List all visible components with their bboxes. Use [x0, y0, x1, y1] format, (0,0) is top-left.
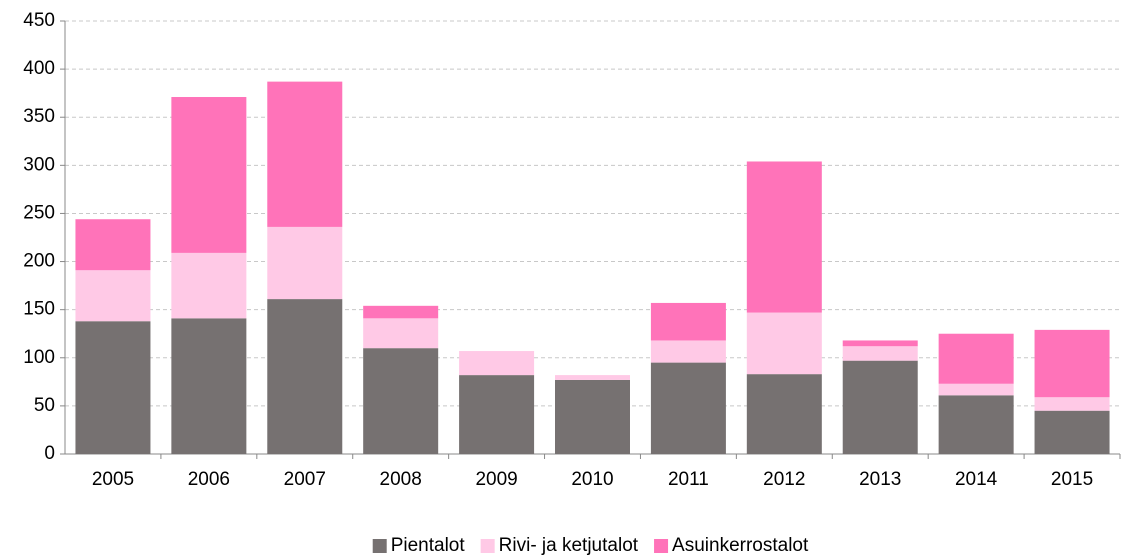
bar-segment [363, 348, 439, 454]
bar-segment [1034, 329, 1110, 398]
legend-label: Asuinkerrostalot [672, 535, 809, 556]
x-tick-label: 2006 [188, 469, 230, 490]
x-tick-label: 2015 [1051, 469, 1093, 490]
bar-segment [171, 252, 247, 319]
bar-segment [363, 305, 439, 319]
bar-segment [459, 375, 535, 454]
y-tick-label: 200 [23, 251, 55, 272]
bar-segment [75, 219, 151, 271]
y-tick-label: 0 [44, 443, 55, 464]
legend-label: Rivi- ja ketjutalot [499, 535, 639, 556]
x-tick-label: 2010 [571, 469, 613, 490]
y-tick-label: 350 [23, 106, 55, 127]
bar-segment [650, 302, 726, 341]
x-tick-label: 2008 [380, 469, 422, 490]
y-tick-label: 50 [34, 395, 55, 416]
y-tick-label: 100 [23, 347, 55, 368]
bar-segment [75, 270, 151, 322]
bar-segment [938, 395, 1014, 454]
legend-swatch [654, 539, 669, 553]
y-tick-label: 150 [23, 299, 55, 320]
bar-segment [267, 81, 343, 227]
bar-segment [746, 374, 822, 454]
bar-segment [1034, 397, 1110, 411]
legend-swatch [372, 539, 387, 553]
bar-segment [267, 299, 343, 454]
x-tick-label: 2009 [475, 469, 517, 490]
bar-segment [650, 362, 726, 454]
x-tick-label: 2007 [284, 469, 326, 490]
y-tick-label: 250 [23, 202, 55, 223]
bar-segment [459, 351, 535, 376]
bar-segment [746, 312, 822, 375]
bar-segment [267, 226, 343, 300]
bar-segment [938, 383, 1014, 396]
bar-segment [842, 340, 918, 347]
legend-swatch [480, 539, 495, 553]
x-tick-label: 2011 [668, 469, 709, 490]
bar-segment [555, 379, 630, 454]
bar-segment [555, 375, 630, 380]
x-tick-label: 2005 [92, 469, 134, 490]
bar-segment [171, 97, 247, 253]
bar-segment [1034, 410, 1110, 454]
bar-segment [171, 318, 247, 454]
bar-segment [650, 340, 726, 363]
y-tick-label: 300 [23, 154, 55, 175]
legend-label: Pientalot [391, 535, 466, 556]
bar-segment [746, 161, 822, 313]
x-tick-label: 2012 [763, 469, 805, 490]
bar-segment [938, 333, 1014, 384]
bar-segment [842, 346, 918, 361]
x-tick-label: 2014 [955, 469, 998, 490]
y-tick-label: 400 [23, 58, 55, 79]
bar-segment [842, 360, 918, 454]
bar-segment [75, 321, 151, 454]
x-tick-label: 2013 [859, 469, 901, 490]
y-tick-label: 450 [23, 10, 55, 31]
bar-segment [363, 318, 439, 349]
